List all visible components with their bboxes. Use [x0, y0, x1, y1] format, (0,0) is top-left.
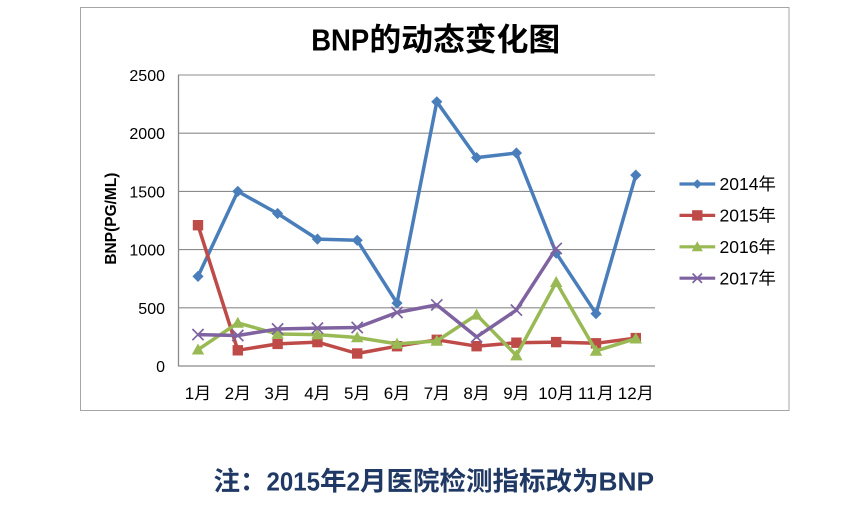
svg-text:1: 1: [185, 384, 194, 403]
svg-text:2000: 2000: [129, 126, 165, 143]
svg-text:10: 10: [538, 384, 557, 403]
svg-text:9: 9: [503, 384, 512, 403]
svg-text:BNP(PG/ML): BNP(PG/ML): [103, 173, 120, 265]
svg-text:0: 0: [156, 359, 165, 376]
svg-text:2: 2: [225, 384, 234, 403]
svg-text:BNP: BNP: [599, 466, 655, 496]
svg-text:BNP: BNP: [311, 23, 369, 58]
svg-text:12: 12: [618, 384, 637, 403]
svg-text:8: 8: [463, 384, 472, 403]
svg-text:1000: 1000: [129, 243, 165, 260]
svg-text:2017: 2017: [720, 268, 759, 288]
svg-text:3: 3: [264, 384, 273, 403]
svg-text:2015: 2015: [267, 466, 321, 496]
svg-text:1500: 1500: [129, 184, 165, 201]
svg-text:4: 4: [304, 384, 313, 403]
svg-text:2015: 2015: [720, 206, 759, 226]
svg-text:2016: 2016: [720, 237, 759, 257]
svg-text:7: 7: [424, 384, 433, 403]
svg-text:6: 6: [384, 384, 393, 403]
svg-text:11: 11: [578, 384, 596, 403]
svg-text:2: 2: [347, 466, 361, 496]
svg-text:500: 500: [138, 301, 165, 318]
svg-text:2014: 2014: [720, 174, 759, 194]
svg-text:5: 5: [344, 384, 353, 403]
svg-text:2500: 2500: [129, 68, 165, 85]
